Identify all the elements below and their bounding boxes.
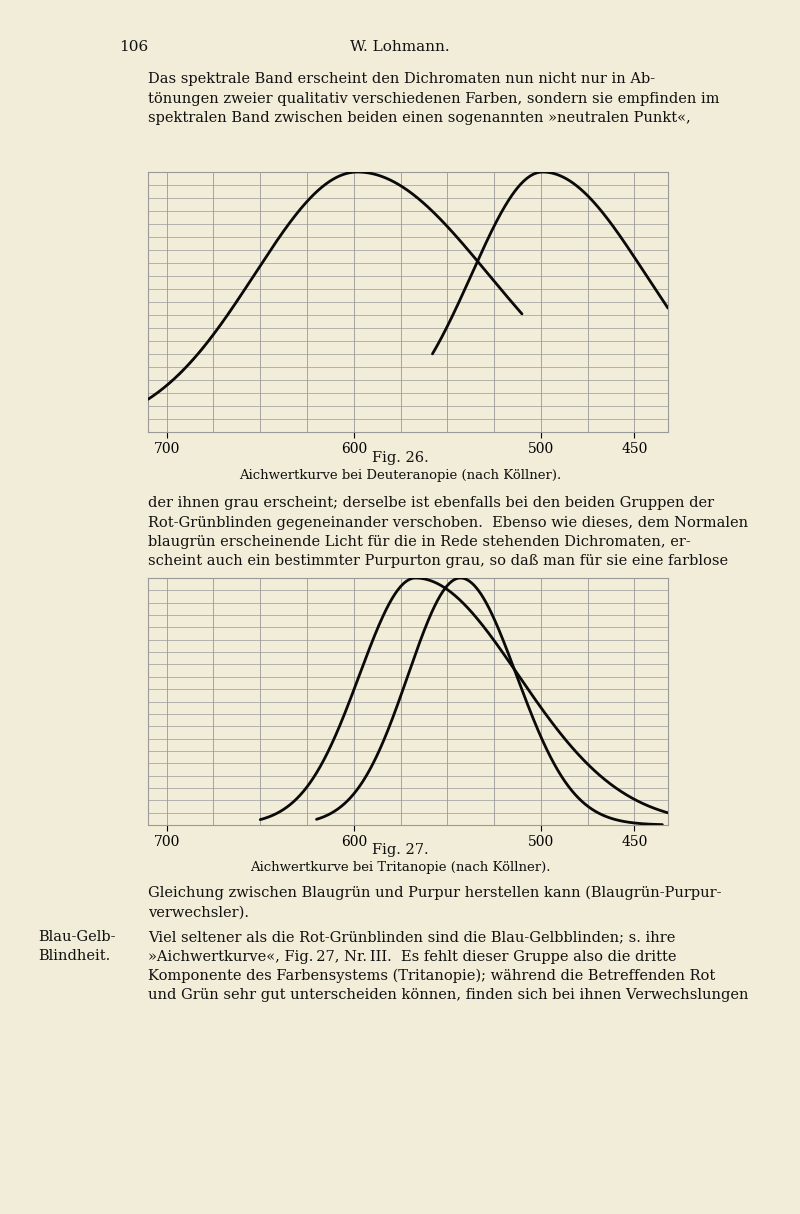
Text: Das spektrale Band erscheint den Dichromaten nun nicht nur in Ab-: Das spektrale Band erscheint den Dichrom… (148, 72, 655, 86)
Text: Blindheit.: Blindheit. (38, 949, 110, 964)
Text: Blau-Gelb-: Blau-Gelb- (38, 930, 115, 944)
Text: verwechsler).: verwechsler). (148, 906, 249, 919)
Text: Komponente des Farbensystems (Tritanopie); während die Betreffenden Rot: Komponente des Farbensystems (Tritanopie… (148, 969, 715, 983)
Text: und Grün sehr gut unterscheiden können, finden sich bei ihnen Verwechslungen: und Grün sehr gut unterscheiden können, … (148, 988, 749, 1003)
Text: der ihnen grau erscheint; derselbe ist ebenfalls bei den beiden Gruppen der: der ihnen grau erscheint; derselbe ist e… (148, 497, 714, 510)
Text: 106: 106 (119, 40, 148, 53)
Text: Aichwertkurve bei Deuteranopie (nach Köllner).: Aichwertkurve bei Deuteranopie (nach Köl… (239, 469, 561, 482)
Text: spektralen Band zwischen beiden einen sogenannten »neutralen Punkt«,: spektralen Band zwischen beiden einen so… (148, 110, 690, 125)
Text: scheint auch ein bestimmter Purpurton grau, so daß man für sie eine farblose: scheint auch ein bestimmter Purpurton gr… (148, 555, 728, 568)
Text: Fig. 26.: Fig. 26. (372, 450, 428, 465)
Text: Gleichung zwischen Blaugrün und Purpur herstellen kann (Blaugrün-Purpur-: Gleichung zwischen Blaugrün und Purpur h… (148, 886, 722, 901)
Text: W. Lohmann.: W. Lohmann. (350, 40, 450, 53)
Text: blaugrün erscheinende Licht für die in Rede stehenden Dichromaten, er-: blaugrün erscheinende Licht für die in R… (148, 535, 690, 549)
Text: Aichwertkurve bei Tritanopie (nach Köllner).: Aichwertkurve bei Tritanopie (nach Kölln… (250, 861, 550, 874)
Text: Viel seltener als die Rot-Grünblinden sind die Blau-Gelbblinden; s. ihre: Viel seltener als die Rot-Grünblinden si… (148, 930, 675, 944)
Text: Fig. 27.: Fig. 27. (372, 843, 428, 857)
Text: »Aichwertkurve«, Fig. 27, Nr. III.  Es fehlt dieser Gruppe also die dritte: »Aichwertkurve«, Fig. 27, Nr. III. Es fe… (148, 949, 677, 964)
Text: Rot-Grünblinden gegeneinander verschoben.  Ebenso wie dieses, dem Normalen: Rot-Grünblinden gegeneinander verschoben… (148, 516, 748, 529)
Text: tönungen zweier qualitativ verschiedenen Farben, sondern sie empfinden im: tönungen zweier qualitativ verschiedenen… (148, 91, 719, 106)
